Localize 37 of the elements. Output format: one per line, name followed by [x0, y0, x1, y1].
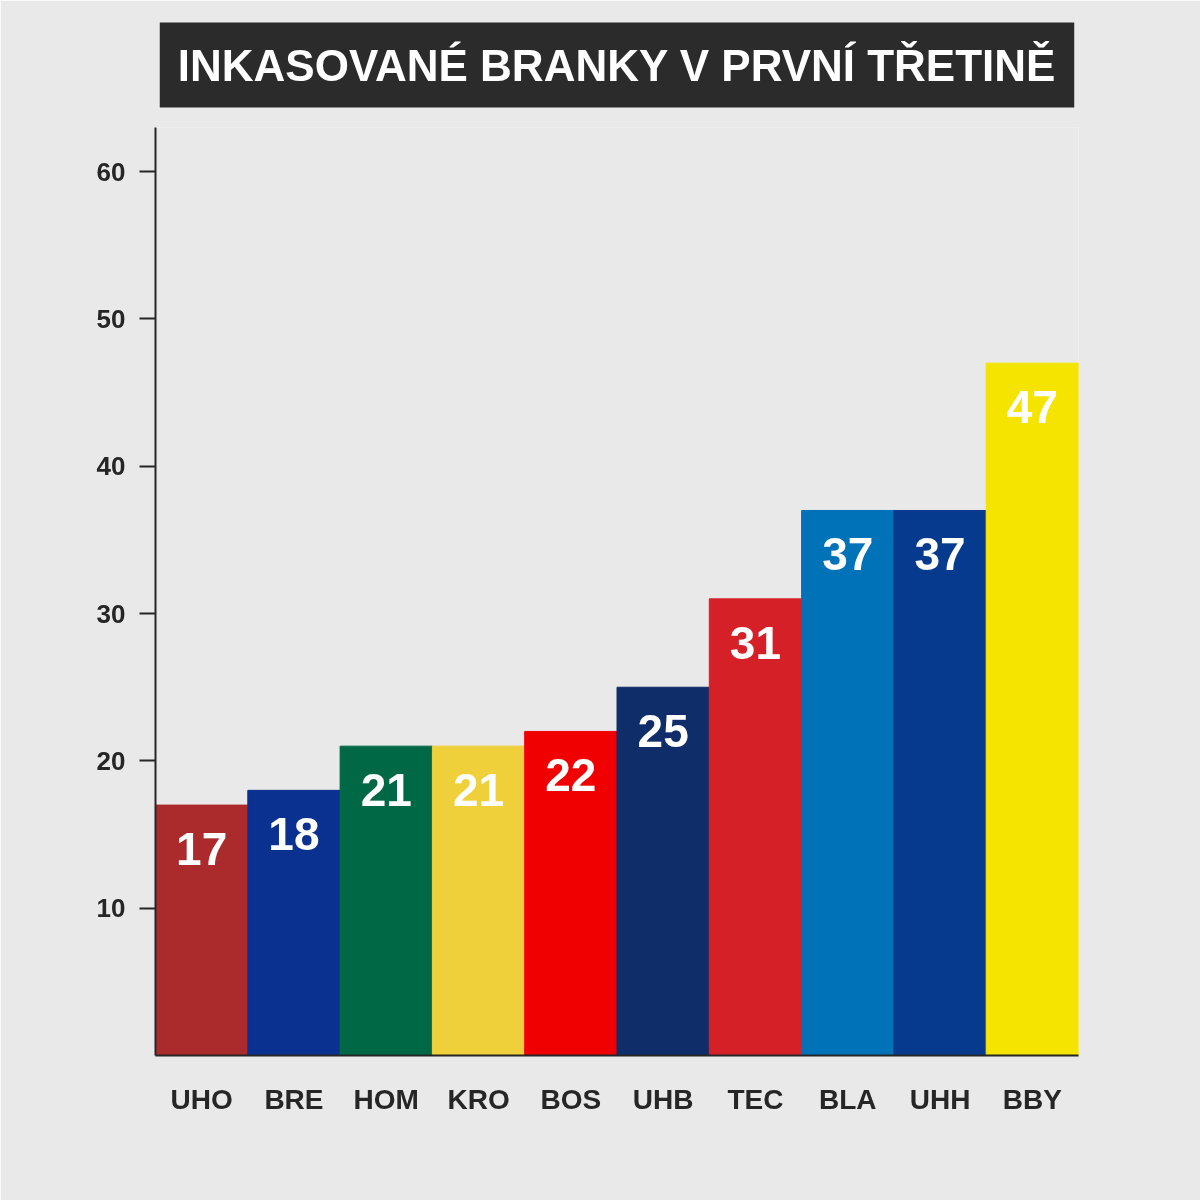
- bar: [524, 730, 618, 1056]
- data-label: 18: [268, 808, 320, 861]
- bar: [708, 598, 803, 1056]
- y-tick-label: 20: [96, 745, 126, 776]
- x-tick-label: KRO: [447, 1083, 510, 1115]
- y-tick-label: 50: [96, 303, 126, 334]
- x-tick-label: TEC: [727, 1083, 784, 1115]
- y-tick-label: 30: [96, 598, 126, 629]
- bar: [985, 362, 1079, 1056]
- bar: [431, 745, 526, 1056]
- data-label: 17: [176, 823, 228, 876]
- data-label: 21: [452, 764, 505, 817]
- data-label: 21: [360, 764, 412, 817]
- data-label: 22: [545, 749, 597, 802]
- x-tick-label: HOM: [353, 1083, 419, 1115]
- data-label: 47: [1006, 381, 1058, 434]
- y-tick-label: 40: [96, 451, 126, 482]
- data-label: 31: [729, 616, 782, 669]
- data-label: 25: [637, 705, 689, 758]
- data-label: 37: [822, 528, 874, 581]
- x-tick-label: BBY: [1002, 1083, 1063, 1115]
- x-tick-label: UHB: [632, 1083, 694, 1115]
- chart-title: INKASOVANÉ BRANKY V PRVNÍ TŘETINĚ: [177, 40, 1056, 90]
- bar: [247, 789, 341, 1056]
- y-tick-label: 60: [96, 156, 126, 187]
- data-label: 37: [914, 528, 966, 581]
- x-tick-label: BRE: [264, 1083, 324, 1115]
- x-tick-label: UHH: [909, 1083, 971, 1115]
- x-tick-label: BOS: [540, 1083, 602, 1115]
- bar: [893, 509, 987, 1056]
- x-tick-label: BLA: [818, 1083, 877, 1115]
- bar: [155, 804, 249, 1056]
- bar: [339, 745, 433, 1056]
- bar: [616, 686, 710, 1056]
- x-tick-label: UHO: [170, 1083, 233, 1115]
- bar: [801, 509, 895, 1056]
- y-tick-label: 10: [96, 893, 126, 924]
